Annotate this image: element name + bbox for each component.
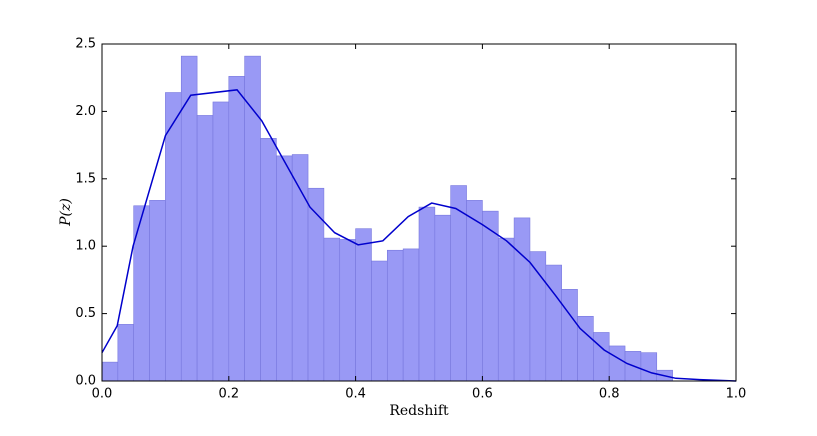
density-line (101, 89, 737, 382)
bar (593, 332, 610, 382)
bar (165, 92, 182, 382)
bar (339, 239, 356, 382)
bar (513, 217, 531, 382)
y-tick-label: 0.5 (75, 306, 96, 321)
y-tick-label: 0.0 (75, 374, 96, 389)
bar (608, 345, 626, 382)
bar (244, 55, 261, 382)
bar (561, 289, 578, 382)
bar (418, 206, 436, 382)
bar (212, 101, 230, 382)
bar (196, 115, 214, 382)
x-tick-label: 0.2 (218, 387, 239, 402)
x-tick-label: 0.4 (345, 387, 366, 402)
bar (482, 210, 499, 382)
bar (117, 324, 134, 382)
bar (529, 251, 547, 382)
bar (371, 260, 388, 382)
y-tick-label: 2.5 (75, 37, 96, 52)
x-tick-label: 0.0 (92, 387, 113, 402)
bar (497, 237, 515, 382)
bar (640, 352, 658, 382)
bar (466, 200, 483, 382)
bar (545, 264, 562, 382)
bar (577, 315, 594, 382)
bar (101, 361, 119, 382)
bar (149, 200, 166, 382)
x-axis-label: Redshift (389, 403, 449, 419)
y-tick-label: 1.5 (75, 171, 96, 186)
bar (276, 155, 293, 382)
bar (307, 187, 325, 382)
bar (434, 214, 452, 382)
bar (180, 55, 198, 382)
x-tick-label: 1.0 (726, 387, 747, 402)
y-axis-label: P(z) (58, 198, 74, 227)
bar (386, 249, 404, 382)
bar (402, 248, 420, 382)
bar (323, 237, 341, 382)
bar (228, 76, 245, 382)
y-tick-label: 1.0 (75, 239, 96, 254)
plot-frame (101, 43, 737, 382)
x-tick-label: 0.6 (472, 387, 493, 402)
bar (355, 228, 372, 382)
y-tick-label: 2.0 (75, 104, 96, 119)
bar (450, 185, 467, 382)
bar (133, 205, 150, 382)
x-tick-label: 0.8 (599, 387, 620, 402)
bar (260, 138, 277, 382)
